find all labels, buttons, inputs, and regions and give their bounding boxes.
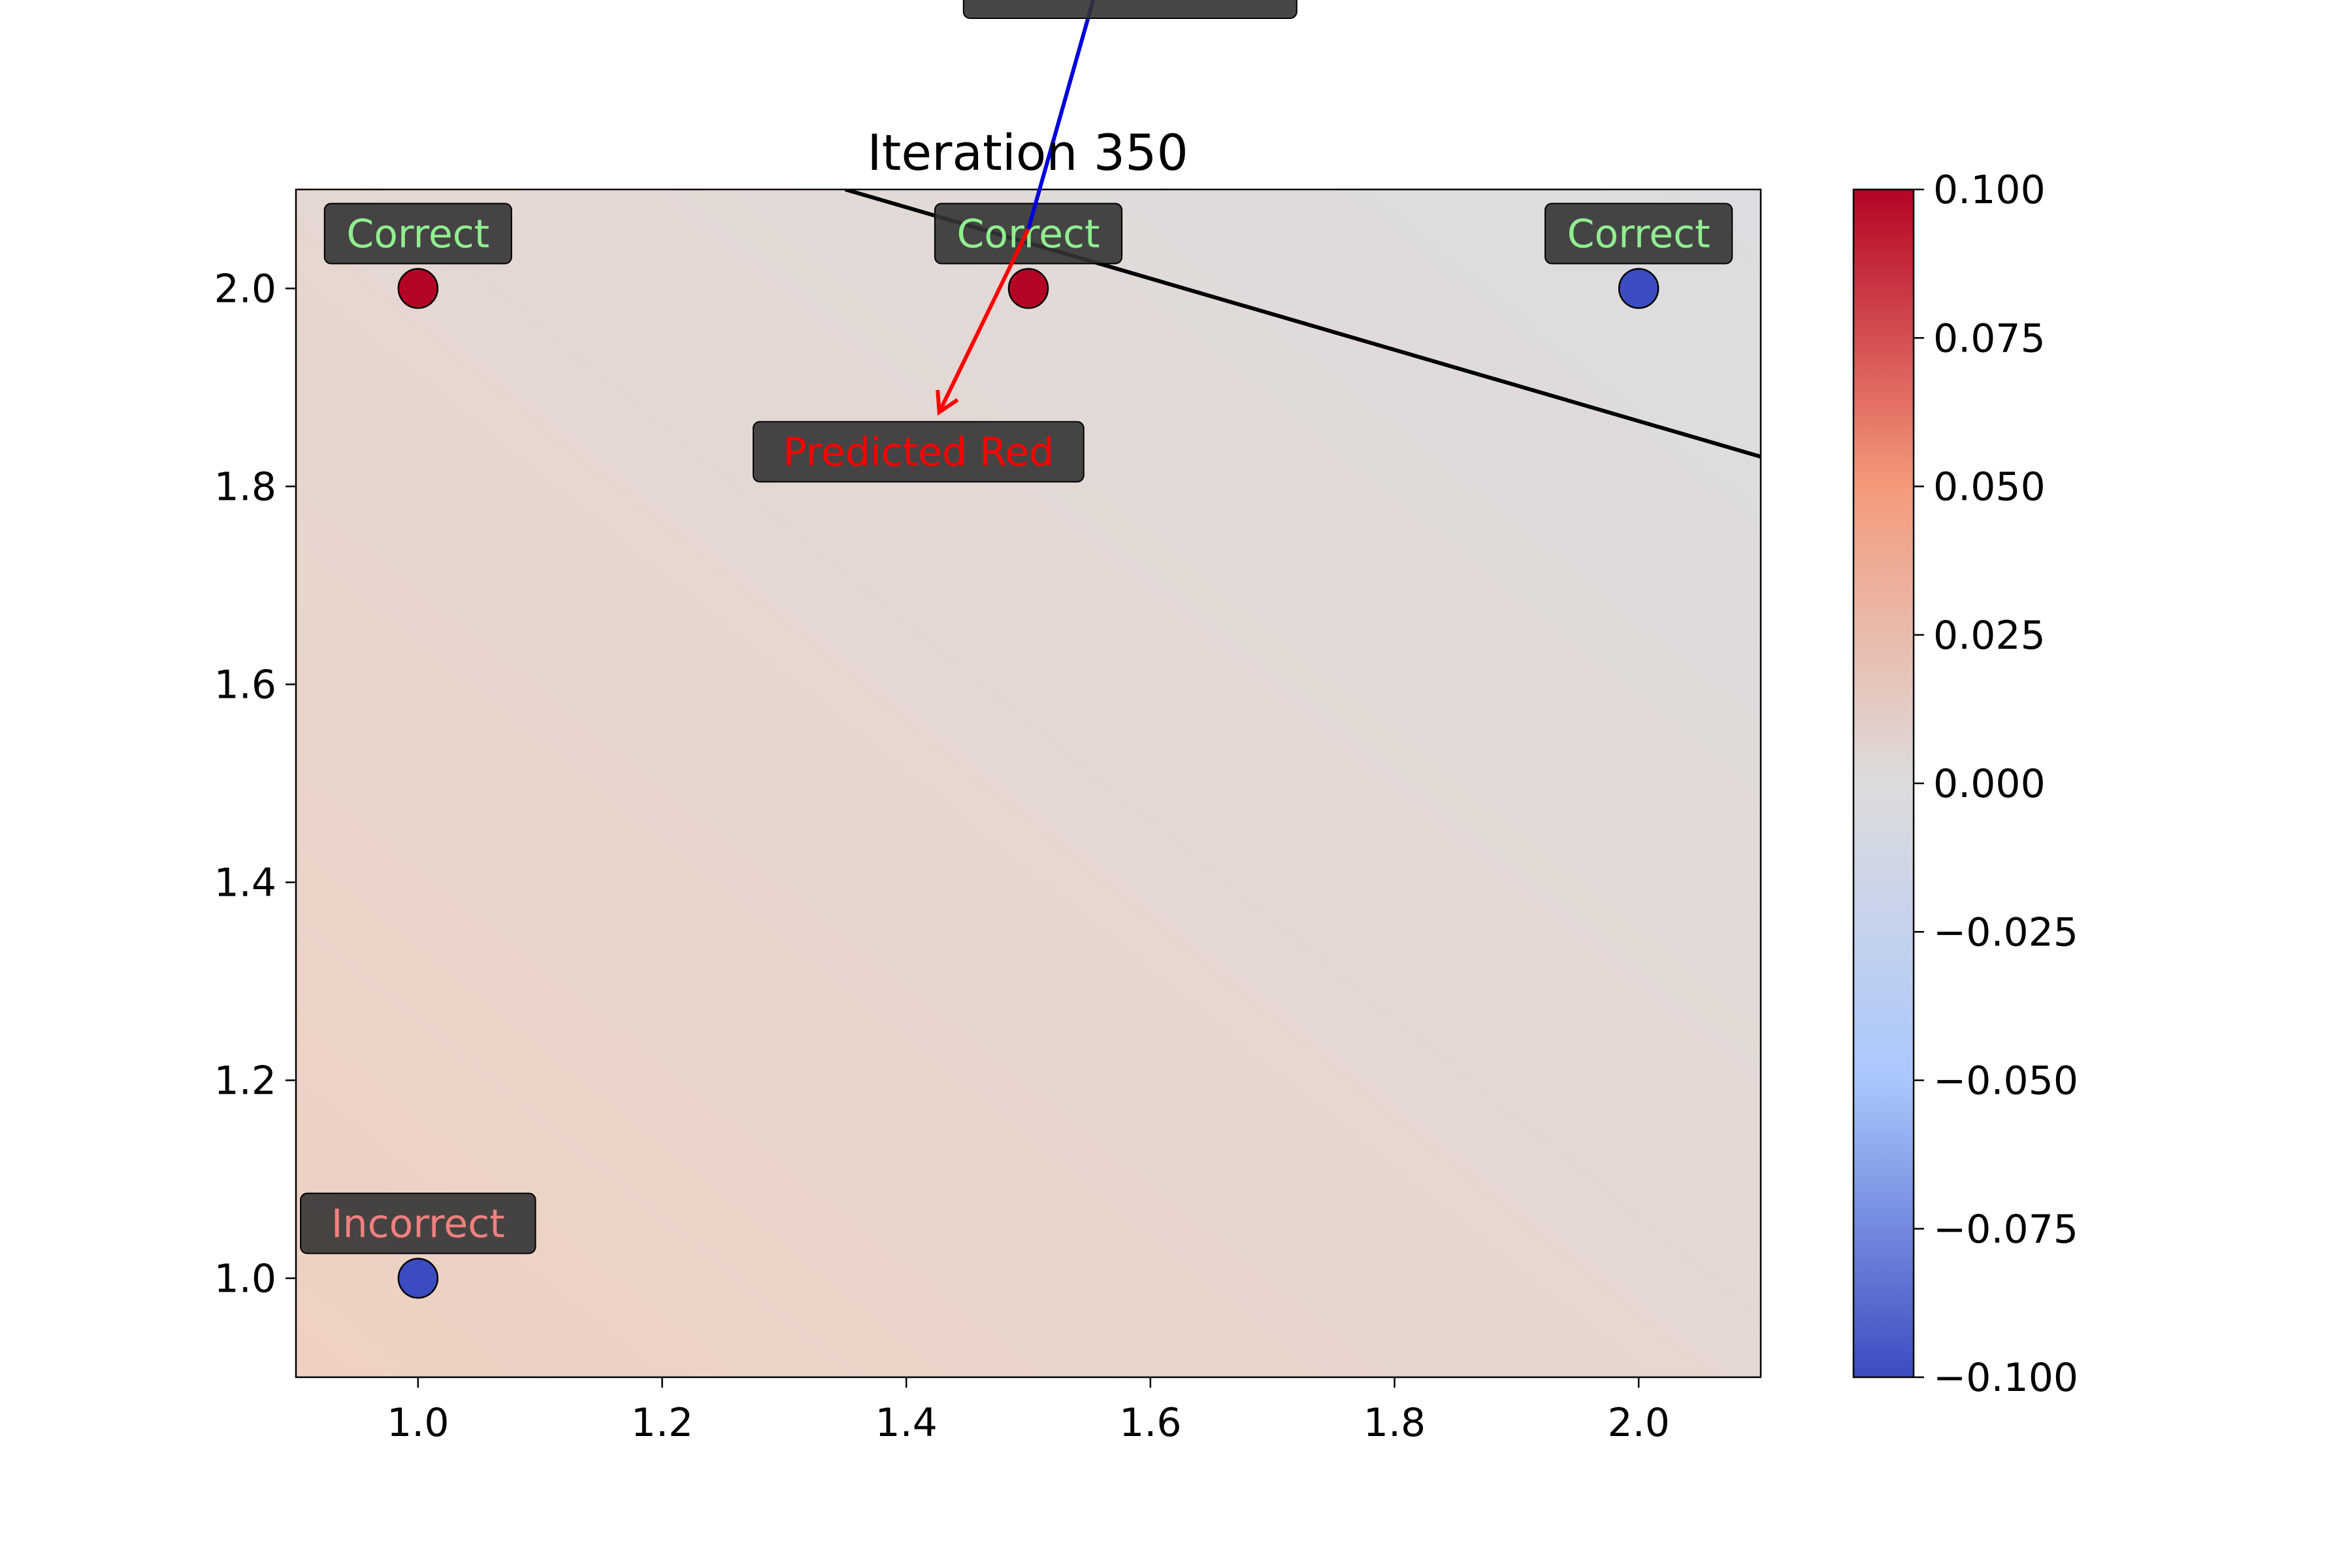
status-label: Correct xyxy=(934,203,1123,265)
colorbar-ticks: 0.100 0.075 0.050 0.025 0.000 −0.025 −0.050 −0.… xyxy=(1914,167,2078,1401)
label-text: Correct xyxy=(346,212,489,257)
label-box xyxy=(934,203,1123,265)
point-layer xyxy=(397,268,1659,1299)
chart-title: Iteration 350 xyxy=(867,123,1188,182)
y-axis: 1.0 1.2 1.4 1.6 1.8 2.0 xyxy=(214,267,296,1302)
y-tick-label: 1.0 xyxy=(214,1256,276,1302)
annotation-layer: Predicted Red xyxy=(752,0,1298,483)
colorbar-tick-label: 0.075 xyxy=(1933,316,2046,361)
label-box xyxy=(323,203,512,265)
plot-area xyxy=(295,188,1762,1379)
colorbar-tick-label: −0.025 xyxy=(1933,909,2078,955)
label-box xyxy=(1544,203,1733,265)
label-text: Predicted Red xyxy=(783,429,1054,475)
x-tick-label: 1.4 xyxy=(875,1400,937,1446)
colorbar: 0.100 0.075 0.050 0.025 0.000 −0.025 −0.050 −0.… xyxy=(1852,167,2078,1401)
status-label: Correct xyxy=(323,203,512,265)
x-tick-label: 1.8 xyxy=(1364,1400,1426,1446)
data-point xyxy=(397,1258,439,1299)
y-tick-label: 1.4 xyxy=(214,860,276,906)
annotation-label-box xyxy=(962,0,1298,19)
colorbar-scale xyxy=(1852,188,1915,1379)
y-tick-label: 1.2 xyxy=(214,1058,276,1104)
y-tick-label: 1.8 xyxy=(214,465,276,510)
arrow-shaft xyxy=(937,228,1030,414)
label-text: Incorrect xyxy=(331,1201,505,1247)
x-tick-label: 1.2 xyxy=(631,1400,693,1446)
data-point xyxy=(1618,268,1659,309)
label-text: Correct xyxy=(1567,212,1710,257)
colorbar-tick-label: 0.000 xyxy=(1933,761,2046,807)
colorbar-tick-label: 0.100 xyxy=(1933,167,2046,213)
data-point xyxy=(397,268,439,309)
data-point xyxy=(1007,268,1049,309)
arrow-shaft xyxy=(1026,0,1096,230)
label-box xyxy=(300,1192,536,1254)
plot-frame xyxy=(295,188,1762,1379)
arrow-head xyxy=(936,389,959,416)
x-tick-label: 1.0 xyxy=(387,1400,449,1446)
colorbar-tick-label: −0.050 xyxy=(1933,1058,2078,1104)
x-axis: 1.0 1.2 1.4 1.6 1.8 2.0 xyxy=(387,1377,1670,1446)
x-tick-label: 2.0 xyxy=(1607,1400,1669,1446)
colorbar-tick-label: 0.025 xyxy=(1933,613,2046,659)
colorbar-tick-label: 0.050 xyxy=(1933,465,2046,510)
annotation-arrow xyxy=(962,0,1298,230)
status-label-layer: Correct Correct Correct Incorrect xyxy=(300,203,1733,1254)
status-label: Correct xyxy=(1544,203,1733,265)
annotation-label: Predicted Red xyxy=(752,421,1085,483)
status-label: Incorrect xyxy=(300,1192,536,1254)
x-tick-label: 1.6 xyxy=(1119,1400,1181,1446)
colorbar-tick-label: −0.075 xyxy=(1933,1207,2078,1252)
label-box xyxy=(752,421,1085,483)
annotation-arrow: Predicted Red xyxy=(752,228,1085,483)
label-text: Correct xyxy=(957,212,1100,257)
y-tick-label: 2.0 xyxy=(214,267,276,312)
y-tick-label: 1.6 xyxy=(214,662,276,708)
colorbar-tick-label: −0.100 xyxy=(1933,1355,2078,1401)
